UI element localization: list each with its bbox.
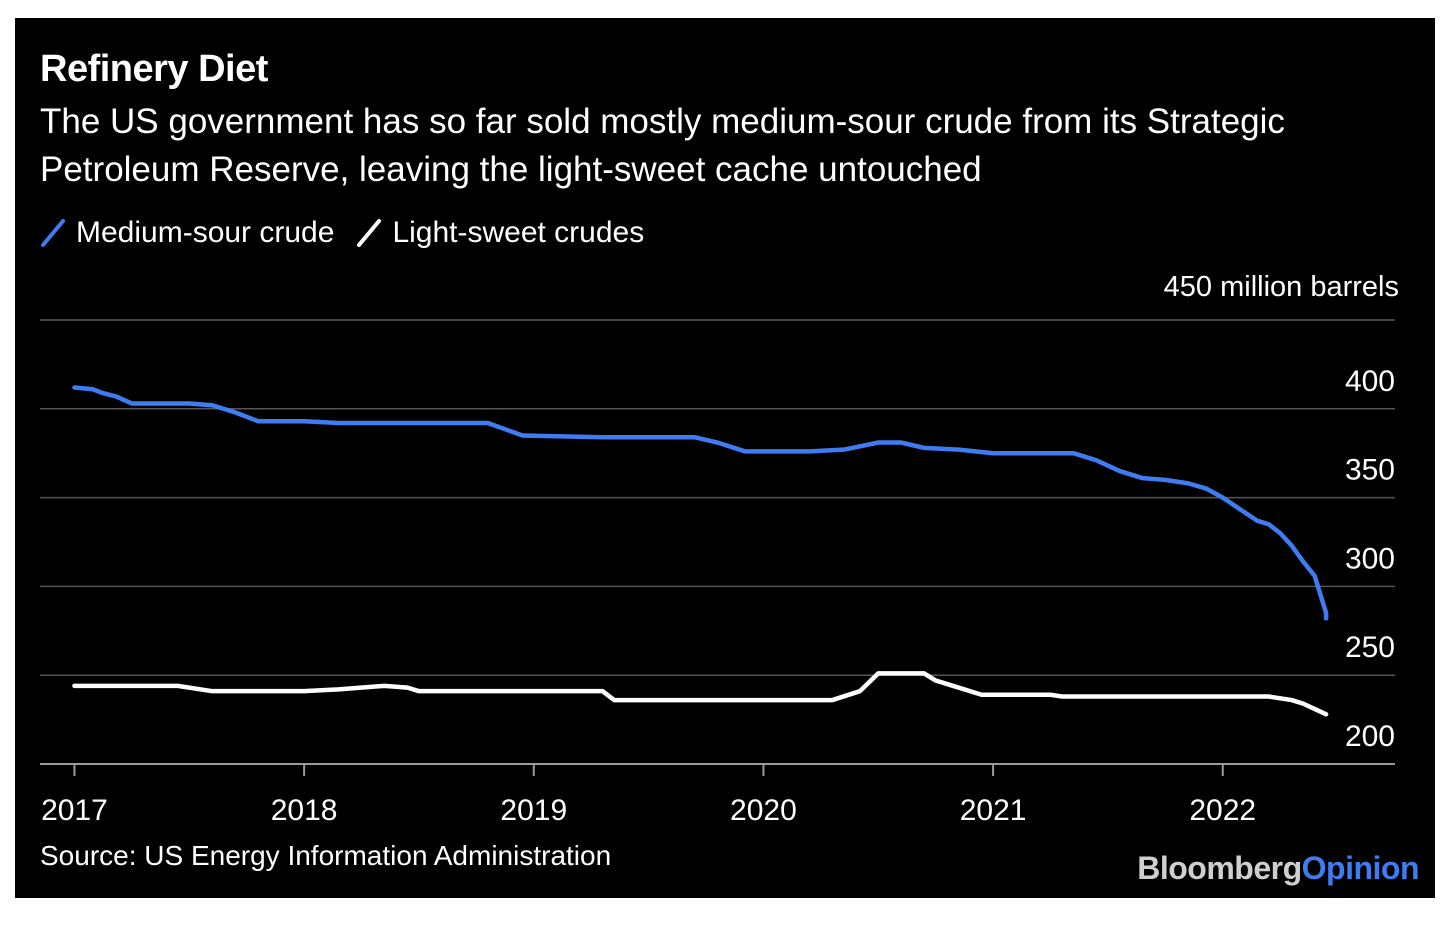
y-tick-label-200: 200	[1345, 720, 1395, 753]
chart-subtitle: The US government has so far sold mostly…	[40, 102, 1285, 189]
y-tick-label-300: 300	[1345, 542, 1395, 575]
legend-item-light-sweet: Light-sweet crudes	[356, 216, 644, 250]
legend-swatch-light-sweet-icon	[357, 219, 382, 247]
y-tick-labels: 400 350 300 250 200	[1345, 365, 1395, 753]
x-tick-label-2021: 2021	[960, 794, 1027, 827]
brand-secondary: Opinion	[1301, 850, 1420, 886]
y-tick-label-250: 250	[1345, 631, 1395, 664]
chart-title: Refinery Diet	[40, 48, 268, 90]
x-tick-label-2018: 2018	[271, 794, 338, 827]
series-line-light-sweet	[72, 671, 1329, 717]
legend-swatch-medium-sour-icon	[41, 219, 65, 247]
x-tick-label-2017: 2017	[41, 794, 108, 827]
legend: Medium-sour crude Light-sweet crudes	[40, 216, 666, 250]
source-note: Source: US Energy Information Administra…	[40, 840, 612, 871]
brand-primary: Bloomberg	[1137, 850, 1302, 886]
chart-panel: Refinery Diet The US government has so f…	[15, 18, 1435, 898]
y-tick-label-350: 350	[1345, 454, 1395, 487]
brand-logo: BloombergOpinion	[1137, 850, 1419, 887]
x-tick-label-2019: 2019	[500, 794, 567, 827]
series-line-medium-sour	[72, 385, 1329, 621]
legend-item-medium-sour: Medium-sour crude	[40, 216, 334, 250]
x-tick-label-2020: 2020	[730, 794, 797, 827]
y-unit-label: 450 million barrels	[1164, 271, 1399, 303]
series-lines	[72, 385, 1329, 717]
x-axis: 2017 2018 2019 2020 2021 2022	[41, 764, 1256, 827]
legend-label-medium-sour: Medium-sour crude	[76, 216, 335, 249]
chart-plot: 450 million barrels 400 350 300 250 200 2017…	[40, 271, 1399, 827]
gridlines	[40, 319, 1395, 765]
y-tick-label-400: 400	[1345, 365, 1395, 398]
x-tick-label-2022: 2022	[1189, 794, 1256, 827]
legend-label-light-sweet: Light-sweet crudes	[392, 216, 645, 249]
